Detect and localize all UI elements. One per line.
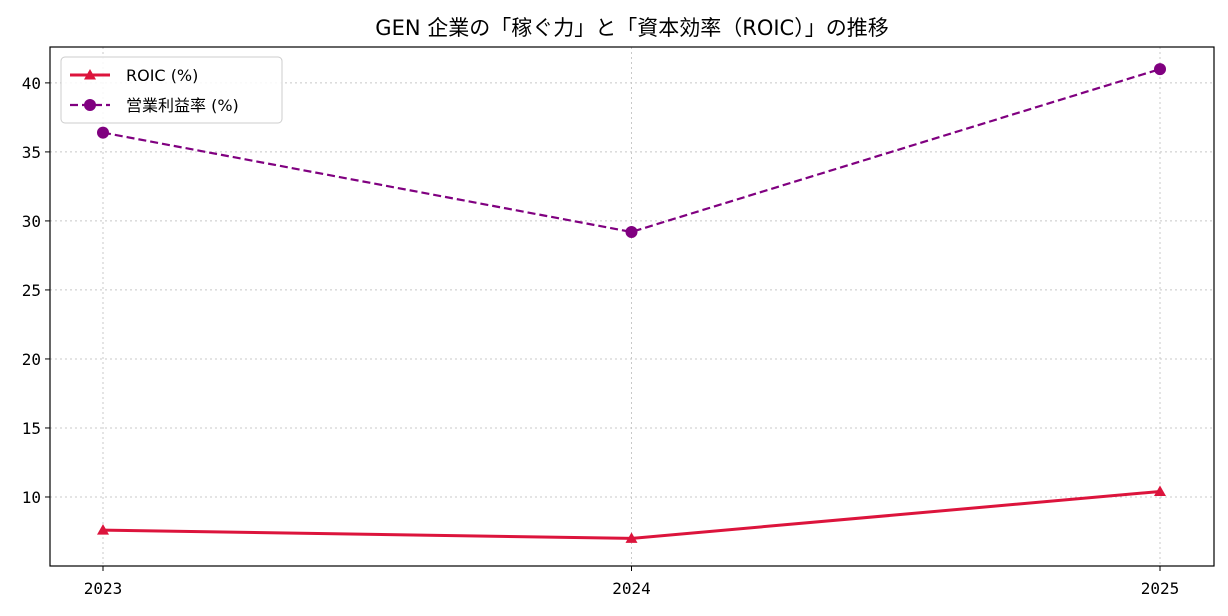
grid-lines [50, 47, 1214, 566]
chart-title: GEN 企業の「稼ぐ力」と「資本効率（ROIC）」の推移 [375, 16, 888, 40]
y-tick-label: 20 [22, 350, 41, 369]
y-tick-label: 10 [22, 488, 41, 507]
plot-area-frame [49, 46, 1215, 567]
series-1 [97, 63, 1166, 238]
data-point [97, 524, 109, 535]
x-tick-label: 2024 [612, 579, 651, 598]
data-point [1154, 63, 1166, 76]
legend-item: 営業利益率 (%) [70, 96, 239, 115]
legend-label: ROIC (%) [126, 66, 198, 85]
series-group [97, 63, 1166, 543]
legend-marker-swatch [84, 69, 96, 80]
data-point [625, 532, 638, 543]
legend: ROIC (%) 営業利益率 (%) [60, 56, 283, 124]
series-0 [97, 485, 1166, 543]
y-tick-label: 40 [22, 74, 41, 93]
y-tick-label: 25 [22, 281, 41, 300]
legend-label: 営業利益率 (%) [126, 96, 239, 115]
legend-marker-swatch [84, 99, 96, 111]
x-tick-label: 2023 [84, 579, 123, 598]
y-tick-label: 30 [22, 212, 41, 231]
data-point [1154, 485, 1166, 496]
y-tick-label: 35 [22, 143, 41, 162]
data-point [625, 225, 638, 238]
legend-item: ROIC (%) [70, 66, 198, 85]
series-line [102, 68, 1161, 234]
y-tick-label: 15 [22, 419, 41, 438]
data-point [97, 126, 109, 139]
x-tick-label: 2025 [1141, 579, 1180, 598]
legend-box [60, 56, 283, 124]
